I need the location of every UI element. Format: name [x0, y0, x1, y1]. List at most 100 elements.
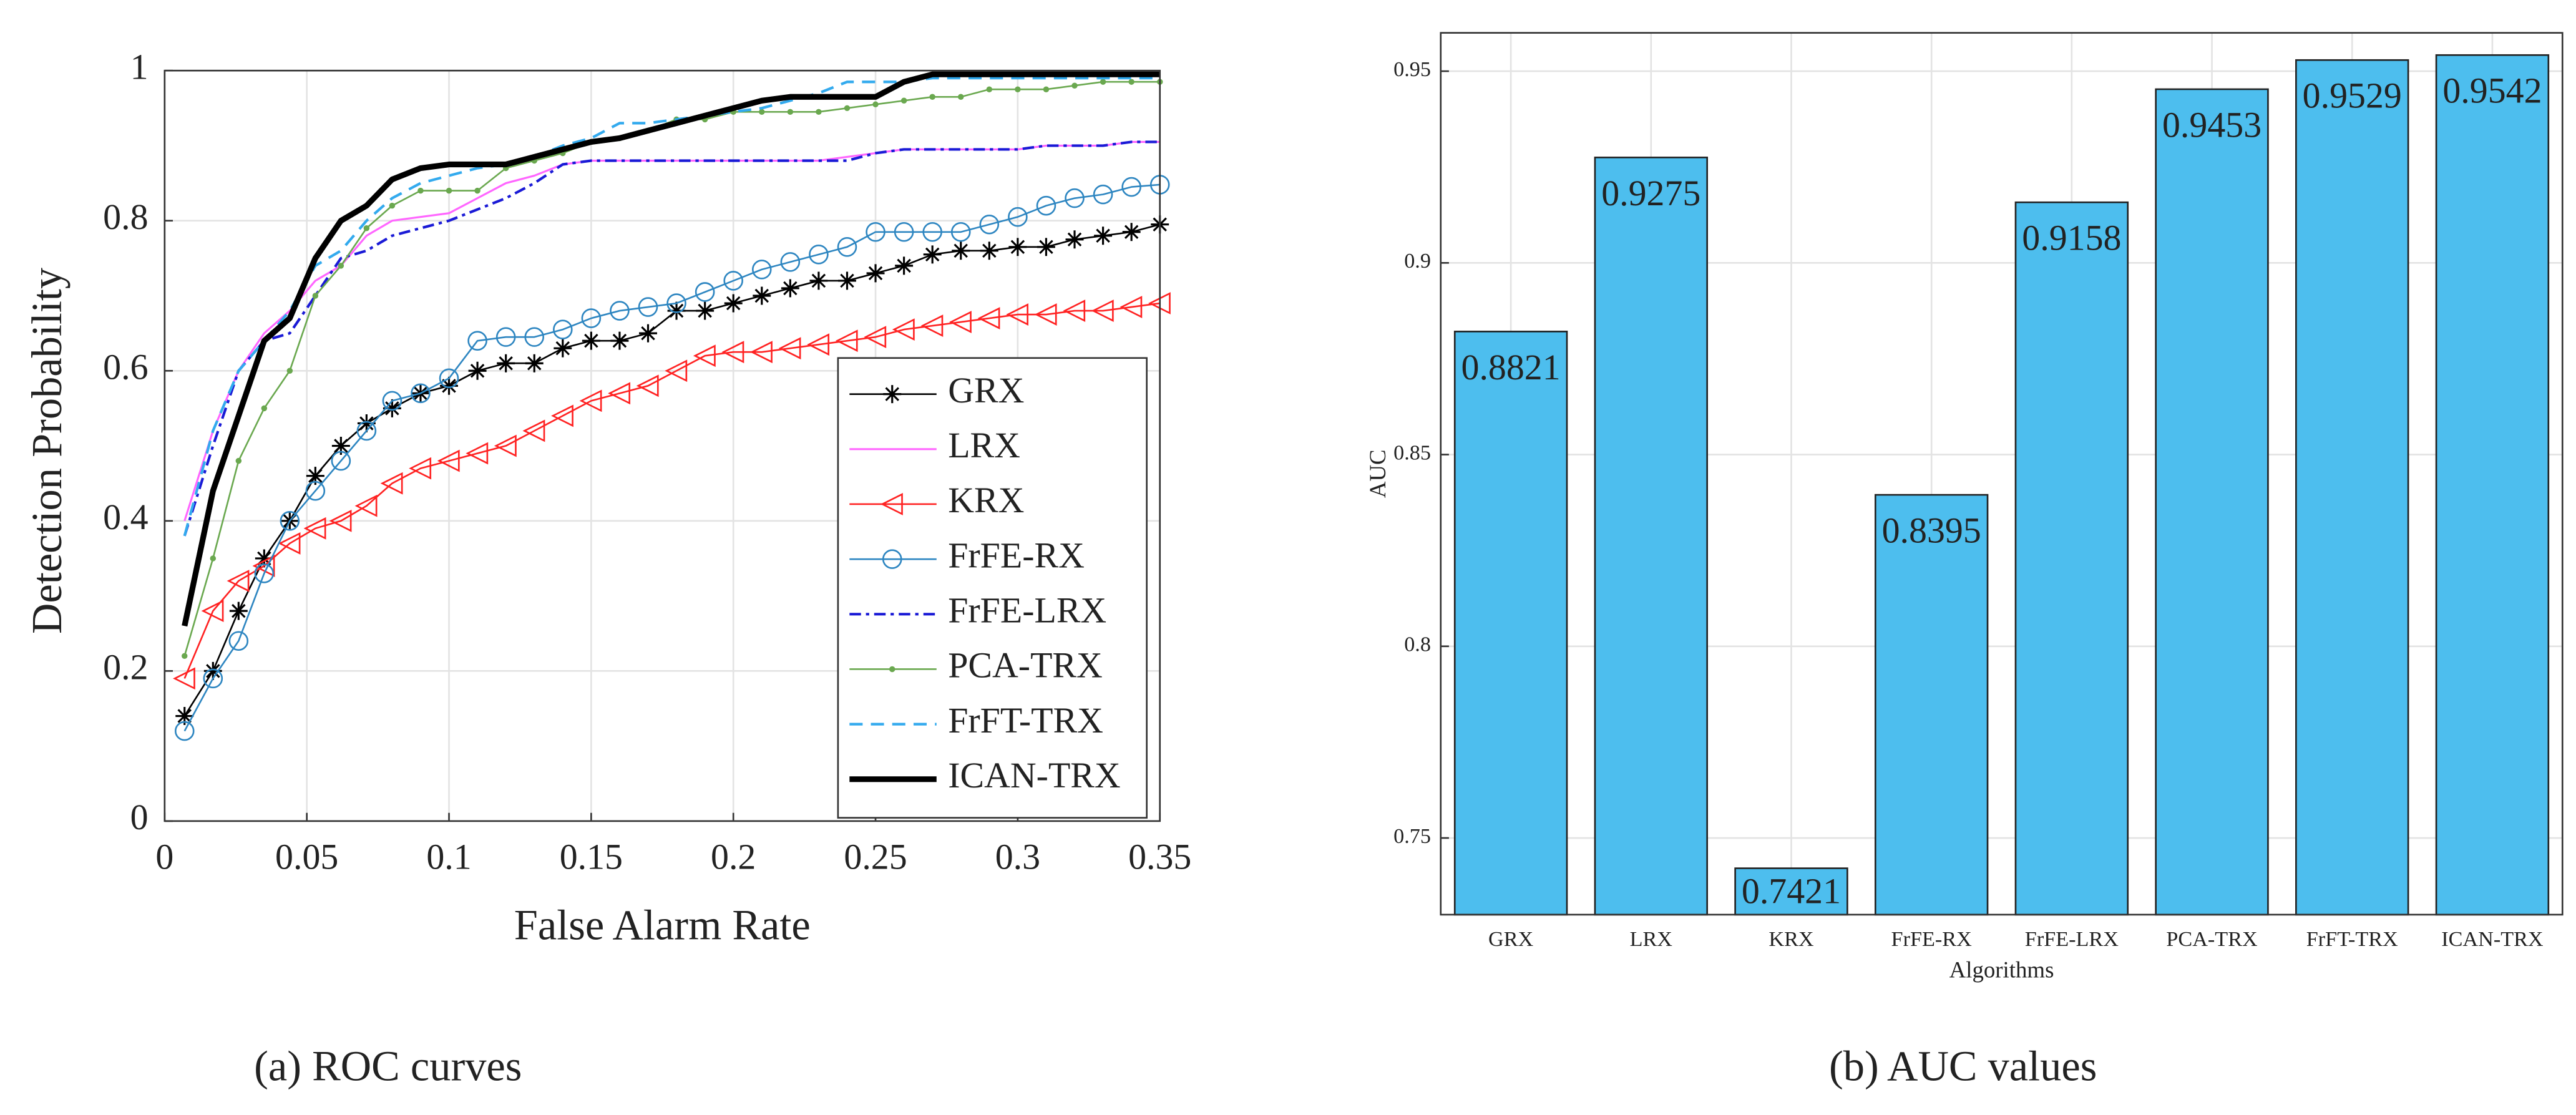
marker — [1063, 299, 1086, 322]
value-label: 0.9158 — [2022, 218, 2121, 258]
marker — [468, 361, 487, 380]
marker — [949, 311, 972, 334]
marker — [1065, 188, 1085, 208]
marker — [203, 661, 222, 680]
marker — [417, 187, 424, 194]
marker — [228, 631, 249, 651]
marker — [816, 109, 822, 115]
bar — [2014, 201, 2129, 916]
axes-frame — [1440, 32, 2564, 916]
marker — [638, 297, 658, 317]
x-tick-label: 0 — [155, 836, 173, 877]
marker — [1091, 299, 1114, 322]
marker — [809, 271, 828, 290]
value-label: 0.9529 — [2303, 75, 2402, 116]
x-axis-label: Algorithms — [1949, 957, 2054, 982]
marker — [958, 94, 964, 100]
marker — [331, 437, 350, 455]
marker — [553, 319, 573, 339]
value-label: 0.9453 — [2162, 104, 2261, 145]
marker — [1037, 238, 1055, 256]
marker — [1015, 86, 1021, 92]
marker — [950, 222, 971, 242]
legend-label: PCA-TRX — [948, 645, 1103, 686]
x-tick-label: KRX — [1769, 928, 1814, 951]
bar — [2435, 54, 2550, 916]
marker — [724, 294, 743, 313]
y-tick-label: 0.75 — [1393, 825, 1431, 848]
marker — [753, 286, 771, 305]
y-tick-label: 0.9 — [1404, 250, 1431, 273]
x-tick-label: FrFT-TRX — [2306, 928, 2398, 951]
x-tick-label: 0.25 — [844, 836, 907, 877]
marker — [201, 600, 224, 623]
marker — [497, 354, 515, 372]
marker — [494, 434, 517, 457]
x-tick-label: 0.15 — [560, 836, 623, 877]
y-tick-label: 0.8 — [1404, 633, 1431, 656]
marker — [286, 368, 293, 374]
legend-marker — [889, 666, 895, 673]
y-axis-label: AUC — [1365, 449, 1390, 498]
marker — [278, 532, 301, 555]
marker — [1094, 226, 1113, 245]
x-tick-label: 0.2 — [711, 836, 756, 877]
y-tick-label: 0.85 — [1393, 441, 1431, 464]
auc-chart: 0.75 0.8 0.85 0.9 0.95 0.8821 GRX 0.9275 LRX 0.74… — [1365, 32, 2564, 1090]
marker — [363, 225, 370, 231]
marker — [524, 327, 545, 347]
marker — [252, 555, 275, 577]
x-tick-label: ICAN-TRX — [2441, 928, 2544, 951]
marker — [383, 399, 401, 417]
legend-marker — [882, 549, 902, 569]
marker — [837, 271, 856, 290]
marker — [525, 354, 544, 372]
marker — [1071, 82, 1078, 89]
marker — [866, 222, 886, 242]
bar — [2295, 59, 2409, 916]
marker — [610, 301, 630, 321]
value-label: 0.8821 — [1461, 347, 1561, 387]
marker — [255, 549, 273, 568]
marker — [411, 383, 431, 404]
marker — [920, 314, 944, 338]
marker — [357, 414, 376, 432]
marker — [174, 721, 195, 741]
series-line — [183, 77, 1160, 537]
marker — [1008, 238, 1027, 256]
marker — [750, 341, 773, 364]
x-axis-label: False Alarm Rate — [514, 901, 811, 948]
y-tick-label: 0.4 — [103, 497, 148, 537]
marker — [1043, 86, 1050, 92]
marker — [229, 601, 248, 620]
marker — [1100, 79, 1106, 85]
marker — [1034, 303, 1057, 326]
marker — [581, 308, 602, 328]
marker — [977, 307, 1000, 329]
marker — [952, 241, 970, 260]
marker — [389, 202, 396, 209]
marker — [467, 331, 487, 351]
marker — [980, 241, 998, 260]
legend-label: ICAN-TRX — [948, 755, 1121, 796]
x-tick-label: FrFE-LRX — [2025, 928, 2119, 951]
series-line — [182, 71, 1160, 627]
y-tick-label: 0.6 — [103, 347, 148, 387]
marker — [892, 318, 915, 341]
marker — [380, 472, 403, 495]
marker — [582, 331, 600, 350]
value-label: 0.8395 — [1882, 510, 1981, 551]
bar — [1734, 867, 1848, 916]
marker — [979, 214, 1000, 235]
marker — [759, 109, 765, 115]
marker — [837, 237, 857, 257]
x-tick-label: PCA-TRX — [2166, 928, 2258, 951]
legend-marker — [882, 549, 902, 569]
marker — [781, 279, 799, 298]
marker — [923, 245, 942, 264]
legend-marker — [881, 493, 903, 515]
x-tick-label: 0.3 — [995, 836, 1040, 877]
marker — [495, 327, 516, 347]
